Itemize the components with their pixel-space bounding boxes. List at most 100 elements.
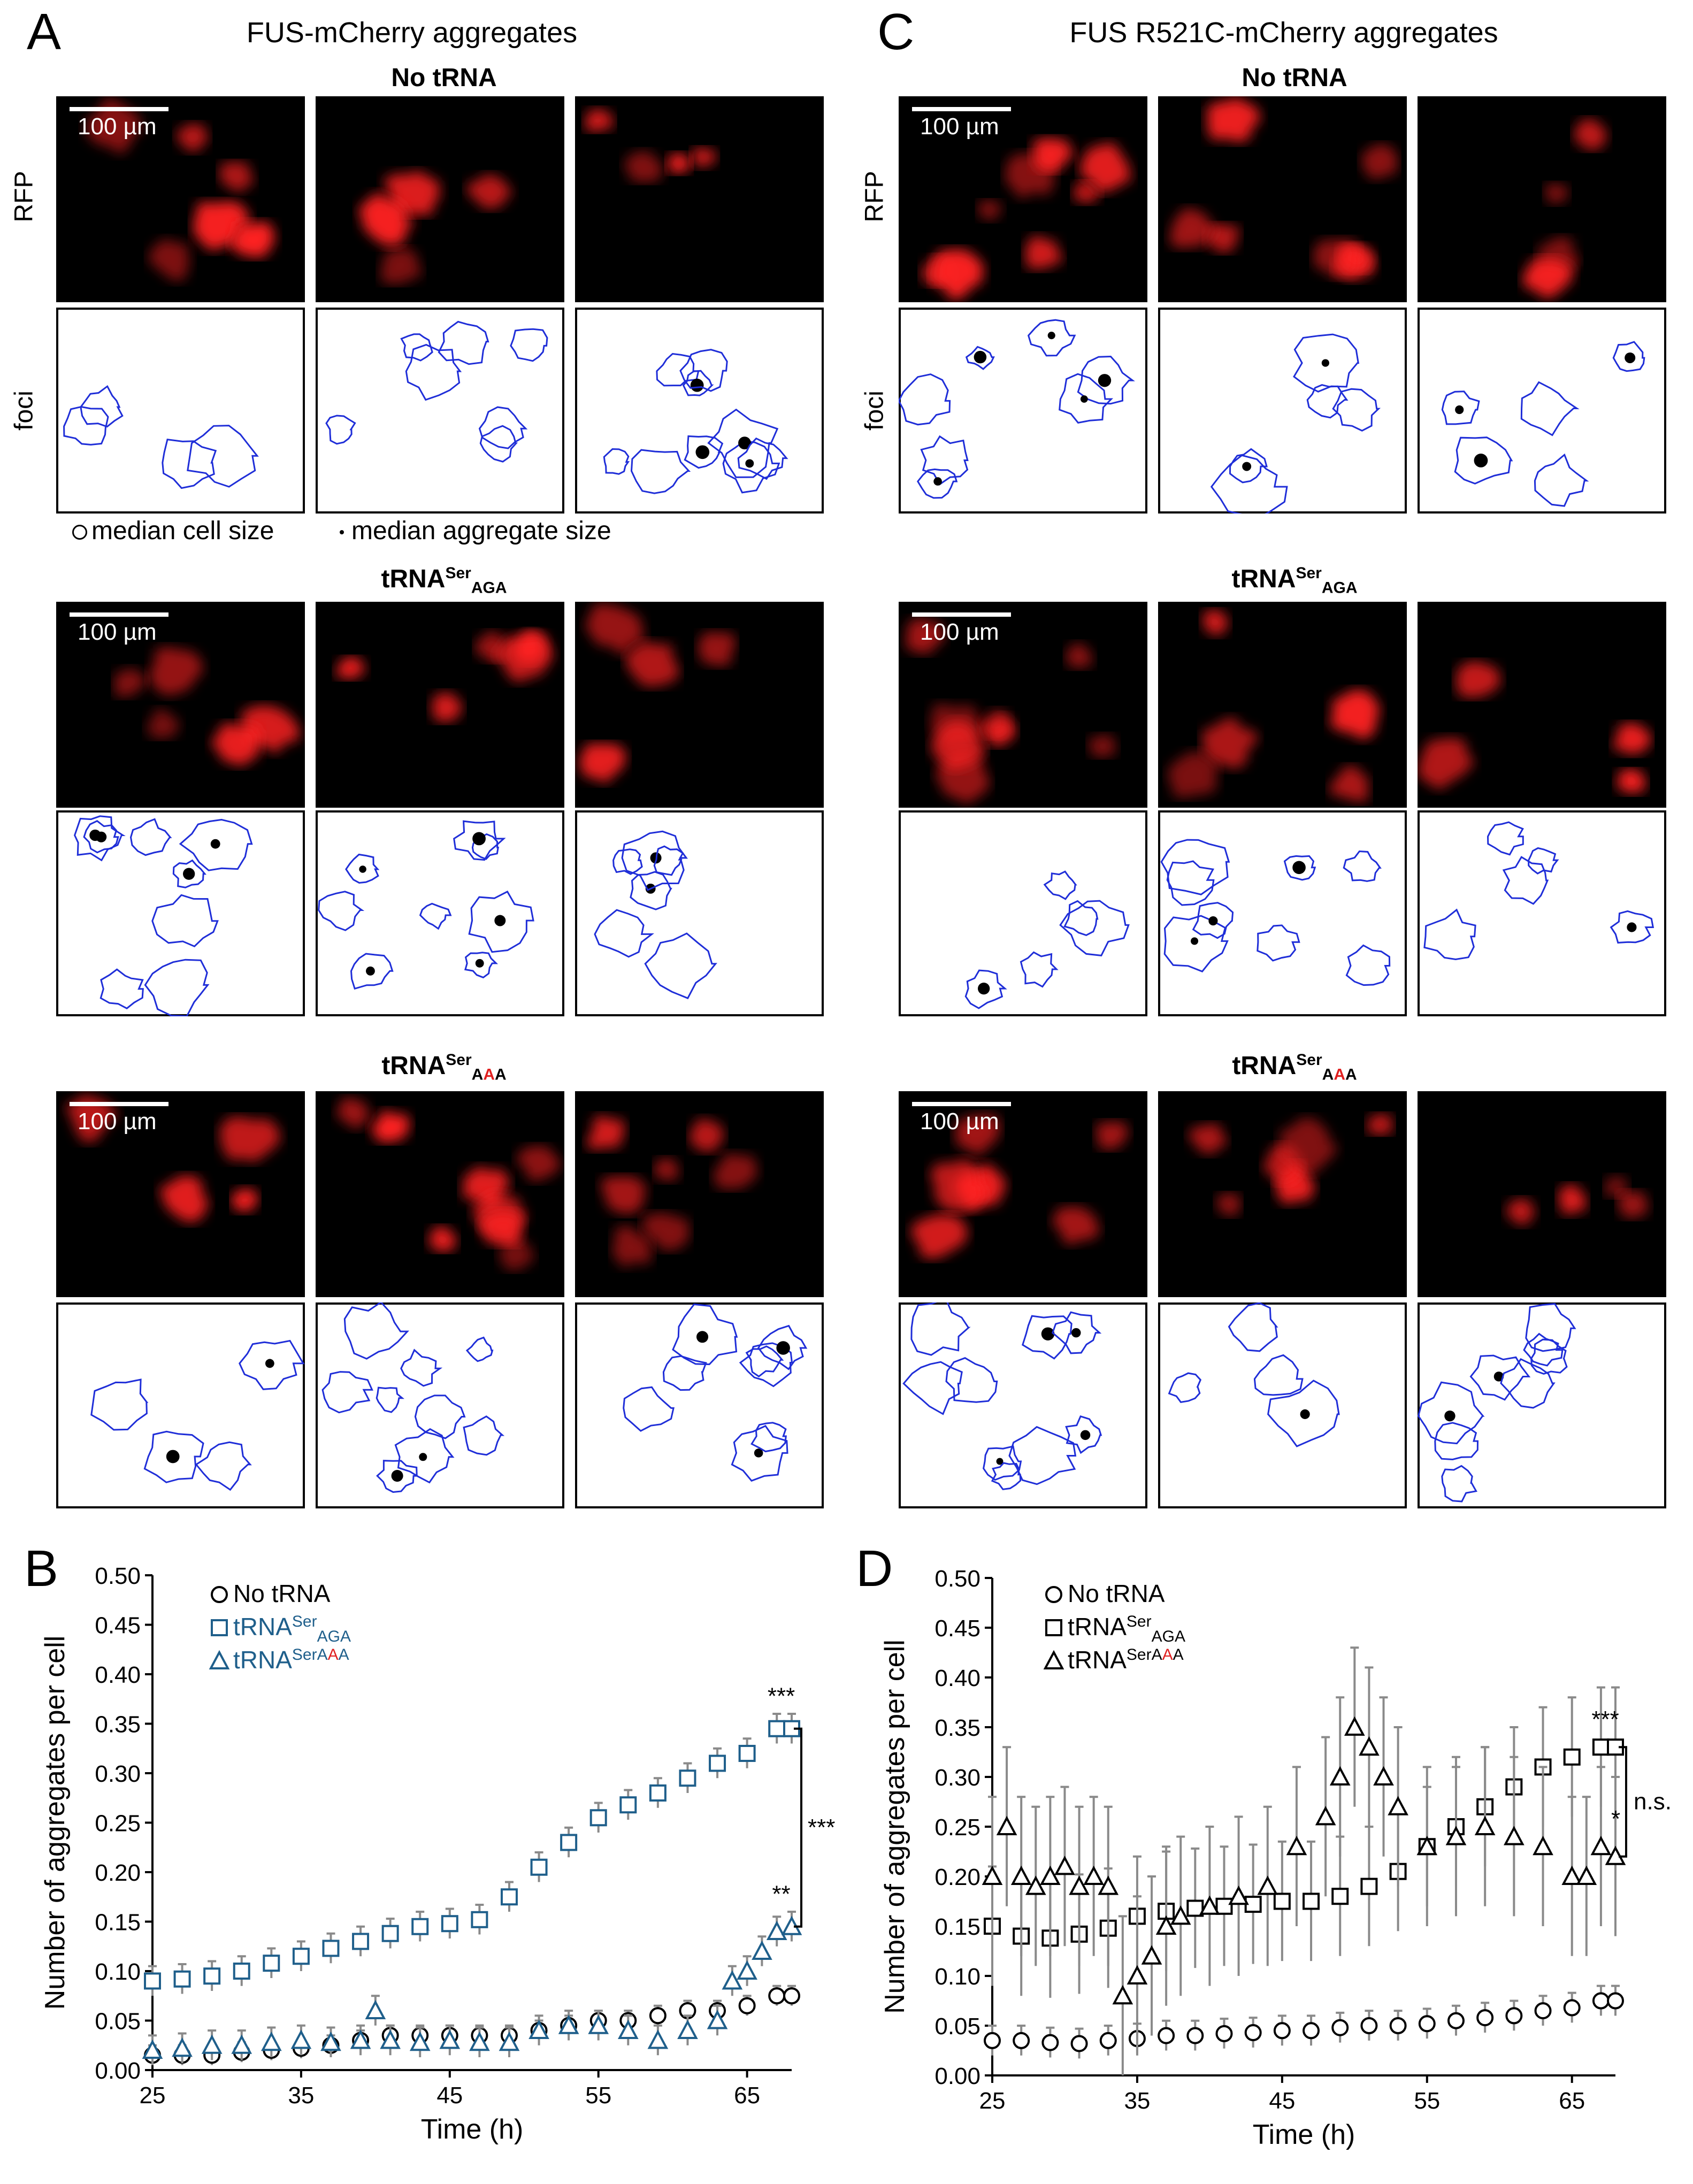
data-point: [1158, 2027, 1175, 2044]
cell-outline: [1534, 453, 1589, 507]
data-point: [677, 2019, 698, 2039]
aggregate-focus: [1080, 1430, 1091, 1440]
cell-blob: [911, 1214, 969, 1259]
cell-blob: [1329, 689, 1382, 740]
y-tick-label: 0.30: [95, 1761, 141, 1787]
x-axis-label: Time (h): [1253, 2119, 1355, 2150]
median-cell-note: median cell size: [72, 516, 274, 546]
cell-blob: [625, 641, 679, 687]
scale-bar-label: 100 µm: [78, 1108, 157, 1135]
cell-blob: [1052, 1206, 1100, 1246]
cell-outline: [321, 1371, 373, 1414]
series-square: [144, 1713, 800, 1996]
cell-outline: [1434, 1422, 1479, 1461]
median-aggregate-note: median aggregate size: [340, 516, 611, 546]
data-point: [1445, 1826, 1467, 1845]
panel-label-a: A: [27, 3, 62, 60]
aggregate-focus: [996, 1458, 1003, 1465]
panel-label-b: B: [24, 1541, 58, 1597]
cell-circle-icon: [72, 525, 87, 540]
cell-outline: [1520, 381, 1580, 436]
data-point: [263, 1955, 280, 1972]
data-point: [439, 2029, 461, 2049]
y-tick-label: 0.00: [95, 2058, 141, 2084]
y-tick-label: 0.45: [95, 1613, 141, 1639]
cell-outline: [239, 1339, 305, 1390]
aggregate-focus: [359, 865, 366, 873]
cell-outline: [350, 953, 394, 990]
cell-blob: [1079, 142, 1133, 194]
cell-outline: [662, 1355, 707, 1391]
scale-bar: [70, 1102, 168, 1106]
cell-blob: [427, 1225, 458, 1252]
cell-blob: [175, 122, 209, 153]
y-tick-label: 0.50: [934, 1566, 980, 1592]
cell-outline: [1454, 436, 1513, 485]
cell-blob: [335, 656, 368, 680]
data-point: [982, 1865, 1003, 1885]
significance-label: n.s.: [1634, 1789, 1672, 1815]
foci-image-a-r2-c3: [575, 810, 824, 1016]
data-point: [500, 1888, 518, 1906]
foci-image-a-r1-c3: [575, 308, 824, 514]
y-tick-label: 0.05: [95, 2009, 141, 2035]
row-title-no-trna-a: No tRNA: [391, 64, 497, 92]
scale-bar: [912, 612, 1011, 617]
row-title-aga-c: tRNASerAGA: [1231, 564, 1358, 597]
cell-blob: [145, 708, 182, 739]
scale-bar-label: 100 µm: [78, 113, 157, 140]
cell-blob: [466, 173, 515, 210]
cell-outline: [179, 818, 253, 871]
cell-blob: [232, 1186, 259, 1213]
data-point: [1257, 1875, 1278, 1895]
data-point: [1315, 1806, 1336, 1826]
cell-blob: [1522, 257, 1575, 299]
y-tick-label: 0.15: [95, 1910, 141, 1936]
cell-blob: [977, 200, 1005, 221]
cell-blob: [600, 1176, 649, 1215]
aggregate-focus: [494, 915, 506, 926]
cell-outline: [1441, 1465, 1477, 1503]
data-point: [1476, 2009, 1494, 2027]
data-point: [1504, 1826, 1525, 1845]
aggregate-focus: [265, 1359, 274, 1368]
cell-outline: [603, 448, 630, 475]
data-point: [1228, 1885, 1249, 1905]
scale-bar-label: 100 µm: [920, 619, 999, 645]
y-tick-label: 0.45: [934, 1615, 980, 1642]
cell-outline: [99, 968, 144, 1009]
cell-blob: [585, 603, 645, 656]
series-circle: [984, 1984, 1624, 2059]
cell-blob: [579, 744, 627, 784]
cell-outline: [471, 833, 499, 860]
cell-blob: [1456, 661, 1502, 698]
data-point: [320, 2031, 341, 2051]
data-point: [469, 2031, 490, 2051]
aggregate-focus: [1474, 454, 1488, 468]
rfp-image-c-r2-c2: [1158, 602, 1407, 808]
data-point: [528, 2019, 549, 2039]
cell-outline: [63, 405, 109, 446]
cell-outline: [1163, 915, 1229, 973]
cell-blob: [158, 1175, 210, 1223]
foci-image-c-r3-c3: [1418, 1302, 1666, 1508]
cell-outline: [630, 871, 672, 910]
cell-outline: [172, 859, 206, 888]
y-tick-label: 0.15: [934, 1914, 980, 1940]
foci-image-a-r3-c3: [575, 1302, 824, 1508]
cell-outline: [463, 1415, 505, 1456]
cell-blob: [479, 1209, 525, 1246]
cell-outline: [73, 815, 126, 862]
foci-image-c-r2-c2: [1158, 810, 1407, 1016]
y-tick-label: 0.20: [934, 1864, 980, 1890]
data-point: [1360, 1878, 1378, 1895]
cell-outline: [400, 333, 433, 362]
aggregate-focus: [391, 1470, 403, 1482]
cell-blob: [210, 723, 262, 767]
series-square: [984, 1686, 1624, 1998]
foci-image-c-r1-c2: [1158, 308, 1407, 514]
cell-outline: [1528, 847, 1559, 875]
cell-outline: [1418, 1381, 1485, 1445]
aggregate-dot-icon: [340, 530, 344, 535]
y-tick-label: 0.40: [934, 1665, 980, 1691]
